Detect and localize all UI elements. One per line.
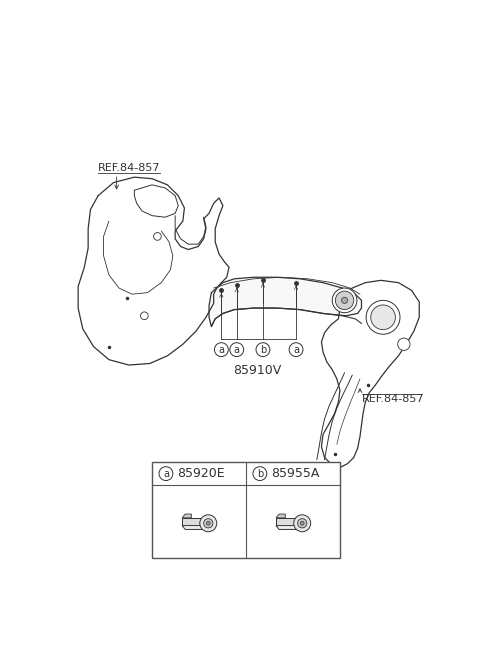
Circle shape: [298, 519, 307, 528]
Circle shape: [230, 343, 244, 356]
Polygon shape: [276, 518, 297, 525]
Polygon shape: [276, 525, 300, 529]
Text: 85910V: 85910V: [233, 364, 282, 377]
Circle shape: [366, 301, 400, 334]
Text: a: a: [163, 468, 169, 479]
Text: a: a: [293, 345, 299, 354]
Text: REF.84-857: REF.84-857: [361, 394, 424, 404]
Circle shape: [253, 466, 267, 481]
Circle shape: [294, 515, 311, 532]
Text: b: b: [257, 468, 263, 479]
Polygon shape: [182, 518, 203, 525]
Circle shape: [200, 515, 217, 532]
Text: 85955A: 85955A: [271, 467, 319, 480]
Text: 85920E: 85920E: [177, 467, 224, 480]
Polygon shape: [182, 525, 206, 529]
Text: a: a: [234, 345, 240, 354]
Bar: [152, 462, 340, 558]
Circle shape: [206, 521, 210, 525]
Circle shape: [336, 291, 354, 310]
Circle shape: [141, 312, 148, 320]
Circle shape: [300, 521, 304, 525]
Text: REF.84-857: REF.84-857: [98, 162, 161, 172]
Polygon shape: [182, 514, 192, 518]
Circle shape: [289, 343, 303, 356]
Text: b: b: [260, 345, 266, 354]
Circle shape: [215, 343, 228, 356]
Circle shape: [332, 288, 357, 312]
Circle shape: [371, 305, 396, 329]
Circle shape: [204, 519, 213, 528]
Polygon shape: [276, 514, 285, 518]
Circle shape: [159, 466, 173, 481]
Text: a: a: [218, 345, 224, 354]
Circle shape: [256, 343, 270, 356]
Circle shape: [398, 338, 410, 350]
Circle shape: [341, 297, 348, 303]
Circle shape: [154, 233, 161, 240]
Polygon shape: [209, 277, 361, 327]
